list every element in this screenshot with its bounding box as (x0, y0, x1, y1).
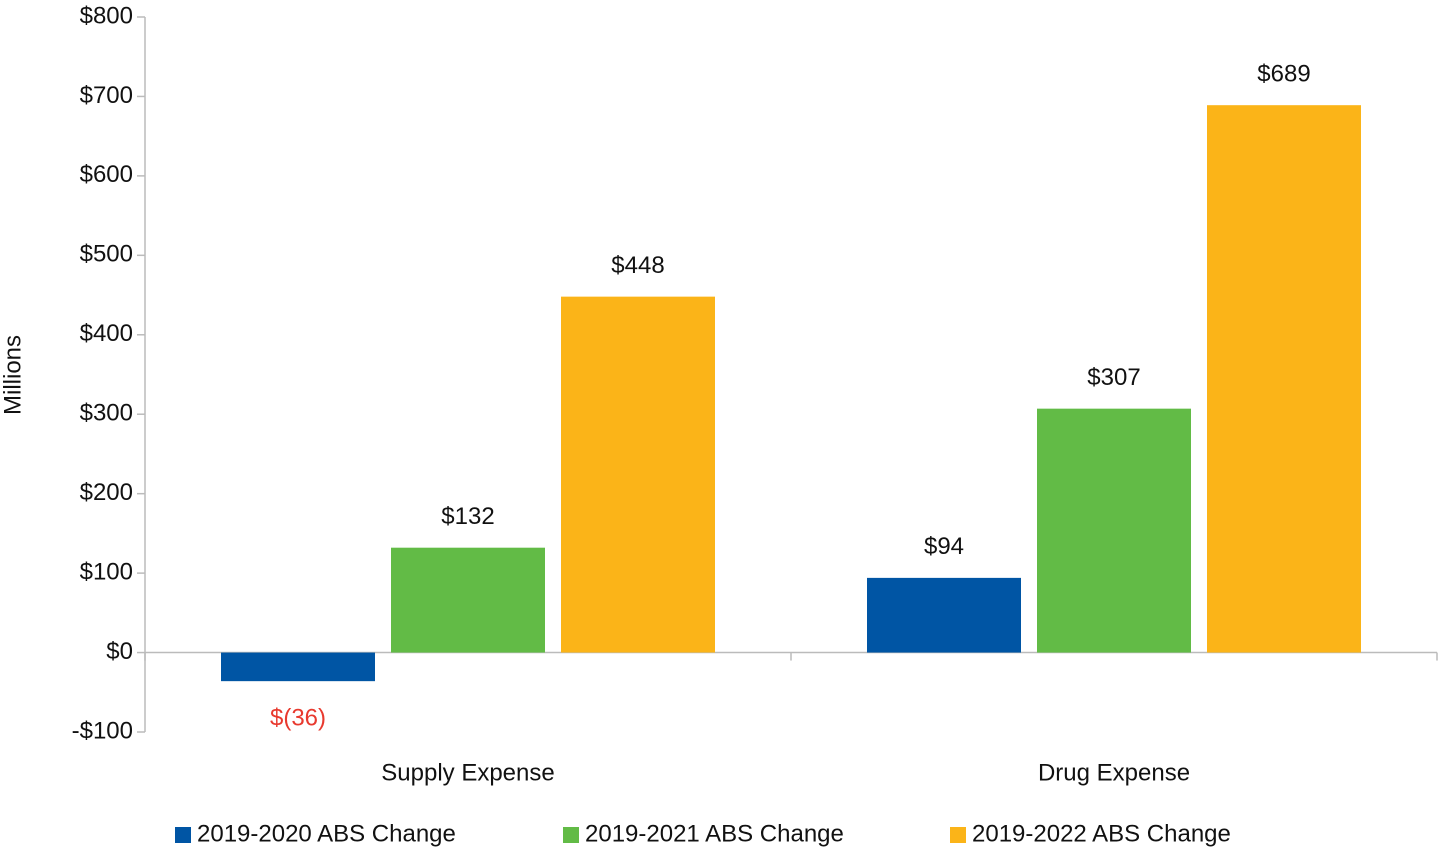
legend-label: 2019-2022 ABS Change (972, 820, 1231, 847)
legend-swatch (175, 827, 191, 843)
bar (867, 577, 1021, 653)
y-tick-label: $800 (80, 2, 133, 29)
legend-label: 2019-2020 ABS Change (197, 820, 456, 847)
y-tick-label: $200 (80, 479, 133, 506)
legend-label: 2019-2021 ABS Change (585, 820, 844, 847)
y-tick-label: -$100 (72, 717, 133, 744)
y-tick-label: $100 (80, 558, 133, 585)
y-axis-label: Millions (0, 335, 26, 415)
bar (1037, 408, 1191, 653)
data-label: $307 (1087, 364, 1140, 391)
y-tick-label: $600 (80, 161, 133, 188)
y-tick-label: $0 (106, 638, 133, 665)
data-label: $94 (924, 533, 964, 560)
legend-swatch (950, 827, 966, 843)
bar (221, 652, 375, 682)
data-label: $(36) (270, 704, 326, 731)
y-tick-label: $400 (80, 320, 133, 347)
bar (391, 547, 545, 653)
data-label: $132 (441, 503, 494, 530)
y-tick-label: $300 (80, 400, 133, 427)
bar (1207, 105, 1361, 653)
data-label: $448 (611, 252, 664, 279)
legend-swatch (563, 827, 579, 843)
x-tick-label: Supply Expense (381, 759, 554, 786)
y-tick-label: $500 (80, 241, 133, 268)
x-tick-label: Drug Expense (1038, 759, 1190, 786)
data-label: $689 (1257, 61, 1310, 88)
bar (561, 296, 715, 653)
y-tick-label: $700 (80, 82, 133, 109)
